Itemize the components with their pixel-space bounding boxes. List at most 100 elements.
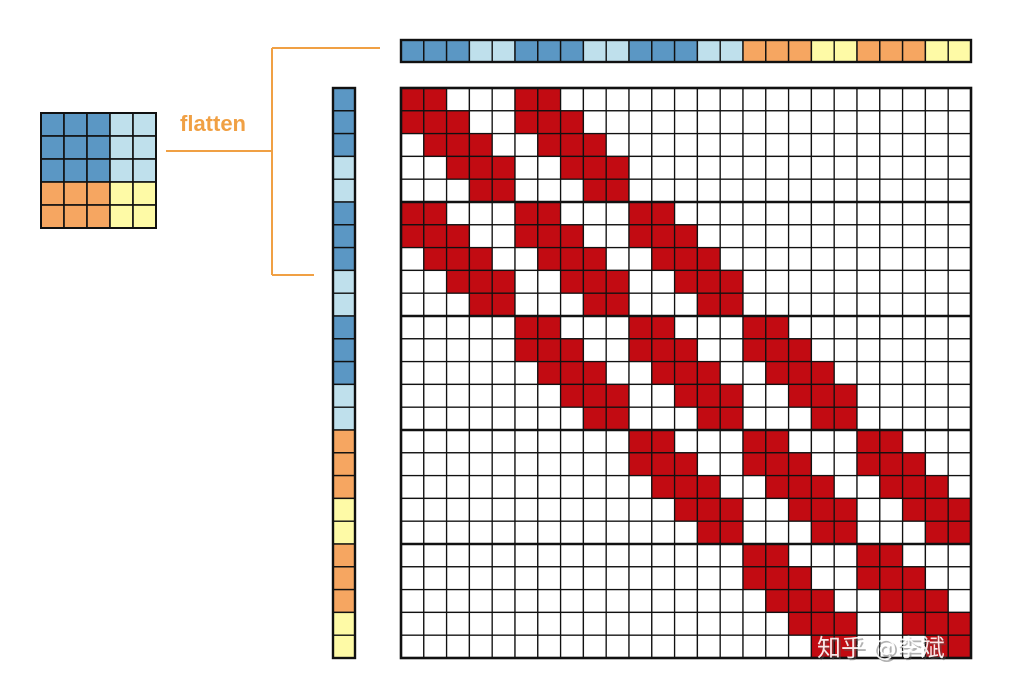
matrix-cell (810, 155, 835, 180)
matrix-cell (924, 338, 949, 363)
vector-cell (332, 566, 356, 591)
matrix-cell (605, 87, 630, 112)
matrix-cell (719, 132, 744, 158)
matrix-cell (856, 269, 881, 294)
matrix-cell (514, 497, 539, 522)
matrix-cell (628, 246, 653, 272)
vector-cell (787, 39, 813, 63)
matrix-cell-active (833, 497, 858, 522)
matrix-cell-active (856, 566, 881, 591)
matrix-cell-active (468, 269, 493, 294)
matrix-cell (696, 201, 721, 226)
vector-cell (332, 611, 356, 636)
matrix-cell-active (765, 338, 790, 363)
matrix-cell (514, 360, 539, 386)
matrix-cell (468, 634, 493, 659)
matrix-cell (582, 224, 607, 249)
matrix-cell (673, 406, 699, 431)
matrix-cell (719, 110, 744, 135)
matrix-cell (765, 110, 790, 135)
matrix-cell-active (628, 429, 653, 454)
matrix-cell (537, 383, 562, 408)
matrix-cell (742, 588, 767, 614)
matrix-cell (833, 338, 858, 363)
matrix-cell (719, 224, 744, 249)
matrix-cell (400, 543, 425, 568)
matrix-cell (537, 634, 562, 659)
matrix-cell (514, 543, 539, 568)
matrix-cell (947, 110, 972, 135)
matrix-cell (559, 634, 585, 659)
matrix-cell (673, 87, 699, 112)
input-cell (86, 204, 111, 229)
matrix-cell (787, 520, 813, 545)
vector-cell (879, 39, 904, 63)
matrix-cell (879, 110, 904, 135)
matrix-cell-active (856, 543, 881, 568)
matrix-cell-active (491, 292, 516, 317)
matrix-cell-active (582, 246, 607, 272)
matrix-cell (856, 315, 881, 340)
matrix-cell (719, 246, 744, 272)
matrix-cell (445, 429, 471, 454)
matrix-cell (787, 87, 813, 112)
matrix-cell (423, 611, 448, 636)
matrix-cell (787, 269, 813, 294)
matrix-cell (628, 611, 653, 636)
matrix-cell (924, 155, 949, 180)
matrix-cell (901, 383, 927, 408)
matrix-cell (924, 566, 949, 591)
matrix-cell (742, 178, 767, 203)
matrix-cell (947, 132, 972, 158)
vector-cell (491, 39, 516, 63)
matrix-cell (833, 474, 858, 500)
matrix-cell (696, 224, 721, 249)
matrix-cell (765, 178, 790, 203)
matrix-cell (765, 497, 790, 522)
matrix-cell (742, 87, 767, 112)
matrix-cell-active (810, 383, 835, 408)
matrix-cell (559, 566, 585, 591)
matrix-cell-active (673, 452, 699, 477)
matrix-cell-active (787, 338, 813, 363)
matrix-cell (947, 292, 972, 317)
matrix-cell (765, 634, 790, 659)
matrix-cell (445, 87, 471, 112)
matrix-cell-active (628, 224, 653, 249)
matrix-cell (445, 634, 471, 659)
matrix-cell (742, 269, 767, 294)
matrix-cell (468, 338, 493, 363)
matrix-cell (924, 224, 949, 249)
matrix-cell (491, 452, 516, 477)
matrix-cell (901, 201, 927, 226)
matrix-cell (445, 292, 471, 317)
matrix-cell-active (787, 611, 813, 636)
matrix-cell-active (445, 110, 471, 135)
matrix-cell-active (628, 201, 653, 226)
matrix-cell-active (673, 383, 699, 408)
matrix-cell-active (673, 338, 699, 363)
vector-cell (833, 39, 858, 63)
matrix-cell (947, 452, 972, 477)
matrix-cell (742, 611, 767, 636)
matrix-cell (423, 588, 448, 614)
matrix-cell-active (879, 429, 904, 454)
matrix-cell-active (514, 201, 539, 226)
matrix-cell (879, 520, 904, 545)
matrix-cell-active (673, 474, 699, 500)
matrix-cell-active (514, 224, 539, 249)
matrix-cell (947, 269, 972, 294)
matrix-cell (423, 360, 448, 386)
matrix-cell-active (719, 269, 744, 294)
matrix-cell-active (833, 611, 858, 636)
matrix-cell-active (514, 110, 539, 135)
vector-cell (332, 520, 356, 545)
matrix-cell-active (400, 87, 425, 112)
matrix-cell (537, 588, 562, 614)
matrix-cell (400, 315, 425, 340)
matrix-cell (696, 611, 721, 636)
matrix-cell (491, 566, 516, 591)
matrix-cell (810, 269, 835, 294)
vector-cell (514, 39, 539, 63)
